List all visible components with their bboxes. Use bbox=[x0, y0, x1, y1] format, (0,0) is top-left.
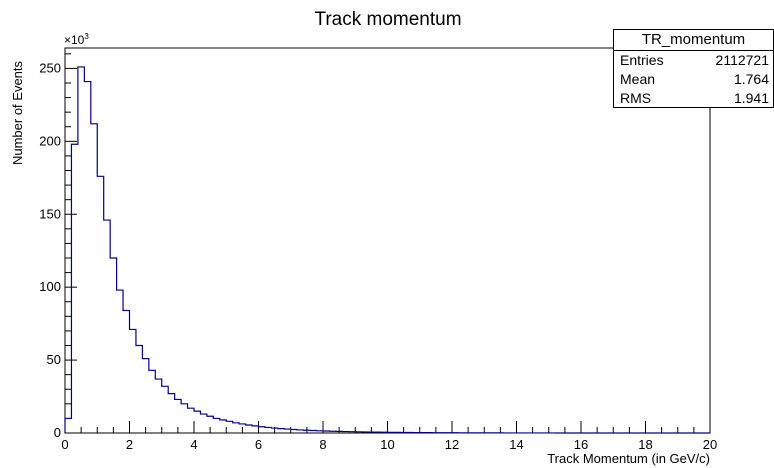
stats-value: 1.941 bbox=[733, 90, 769, 106]
x-tick-label: 12 bbox=[445, 437, 459, 452]
stats-row-mean: Mean 1.764 bbox=[614, 70, 773, 89]
x-tick-label: 2 bbox=[126, 437, 133, 452]
stats-row-entries: Entries 2112721 bbox=[614, 51, 773, 70]
y-tick-label: 250 bbox=[39, 60, 61, 75]
y-tick-label: 0 bbox=[54, 425, 61, 440]
x-tick-label: 6 bbox=[255, 437, 262, 452]
stats-value: 1.764 bbox=[733, 71, 769, 87]
y-multiplier: ×103 bbox=[64, 32, 89, 47]
y-tick-label: 100 bbox=[39, 279, 61, 294]
histogram-series bbox=[64, 66, 711, 434]
stats-box: TR_momentum Entries 2112721 Mean 1.764 R… bbox=[613, 29, 774, 108]
x-tick-label: 0 bbox=[61, 437, 68, 452]
x-axis-label: Track Momentum (in GeV/c) bbox=[547, 451, 710, 466]
stats-label: Entries bbox=[620, 52, 664, 68]
y-axis-label: Number of Events bbox=[10, 60, 25, 165]
x-tick-label: 4 bbox=[190, 437, 197, 452]
stats-row-rms: RMS 1.941 bbox=[614, 89, 773, 108]
stats-value: 2112721 bbox=[715, 52, 769, 68]
x-tick-label: 16 bbox=[574, 437, 588, 452]
chart-title: Track momentum bbox=[314, 9, 461, 30]
x-tick-label: 14 bbox=[509, 437, 523, 452]
stats-title: TR_momentum bbox=[614, 30, 773, 51]
x-tick-label: 8 bbox=[319, 437, 326, 452]
stats-label: Mean bbox=[620, 71, 656, 87]
x-tick-label: 10 bbox=[380, 437, 394, 452]
x-tick-label: 20 bbox=[703, 437, 717, 452]
stats-label: RMS bbox=[620, 90, 652, 106]
y-tick-label: 50 bbox=[47, 352, 61, 367]
y-tick-label: 200 bbox=[39, 133, 61, 148]
y-tick-label: 150 bbox=[39, 206, 61, 221]
x-tick-label: 18 bbox=[638, 437, 652, 452]
